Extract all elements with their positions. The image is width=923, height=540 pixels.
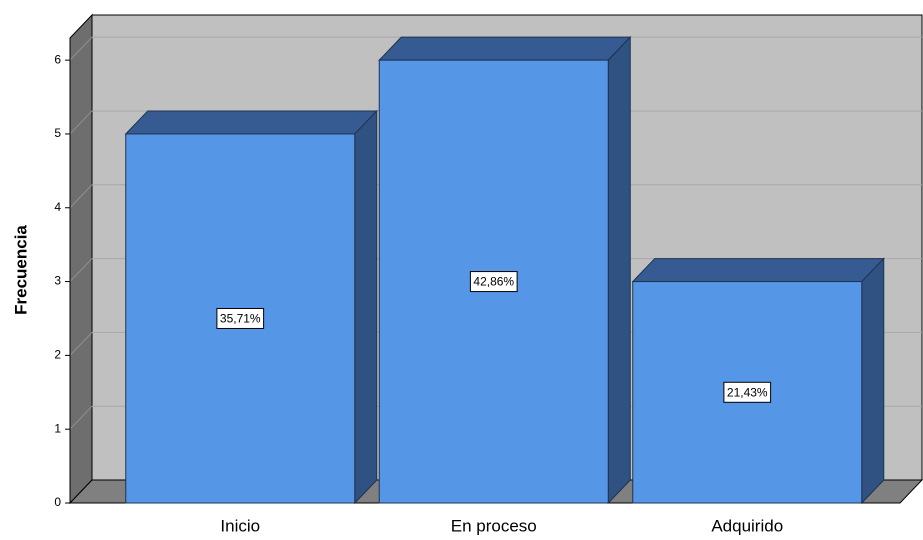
grid-line	[69, 405, 93, 430]
x-tick-label: Inicio	[220, 516, 260, 535]
grid-line	[69, 258, 93, 282]
x-tick-label: Adquirido	[711, 516, 783, 535]
bar-side	[861, 257, 885, 505]
y-tick-label: 0	[54, 495, 61, 509]
y-tick-label: 3	[54, 274, 61, 288]
grid-line	[69, 332, 93, 356]
y-tick-label: 1	[54, 421, 61, 435]
bar-side	[607, 35, 631, 505]
data-label: 42,86%	[473, 275, 514, 289]
left-wall	[69, 13, 93, 505]
grid-line	[69, 184, 93, 209]
x-tick-label: En proceso	[451, 516, 537, 535]
y-axis-label: Frecuencia	[11, 225, 30, 315]
label-box	[469, 271, 518, 293]
bar-top	[124, 110, 378, 135]
bar-top	[378, 36, 632, 61]
bar-side	[354, 109, 378, 505]
grid-line	[69, 36, 93, 61]
y-tick-label: 5	[54, 126, 61, 140]
data-label: 35,71%	[220, 312, 261, 326]
label-box	[216, 307, 265, 329]
grid-line	[69, 110, 93, 135]
y-tick-label: 2	[54, 348, 61, 362]
label-box	[723, 381, 772, 403]
bar-top	[631, 258, 885, 283]
data-label: 21,43%	[727, 385, 768, 399]
y-tick-label: 6	[54, 52, 61, 66]
y-tick-label: 4	[54, 200, 61, 214]
